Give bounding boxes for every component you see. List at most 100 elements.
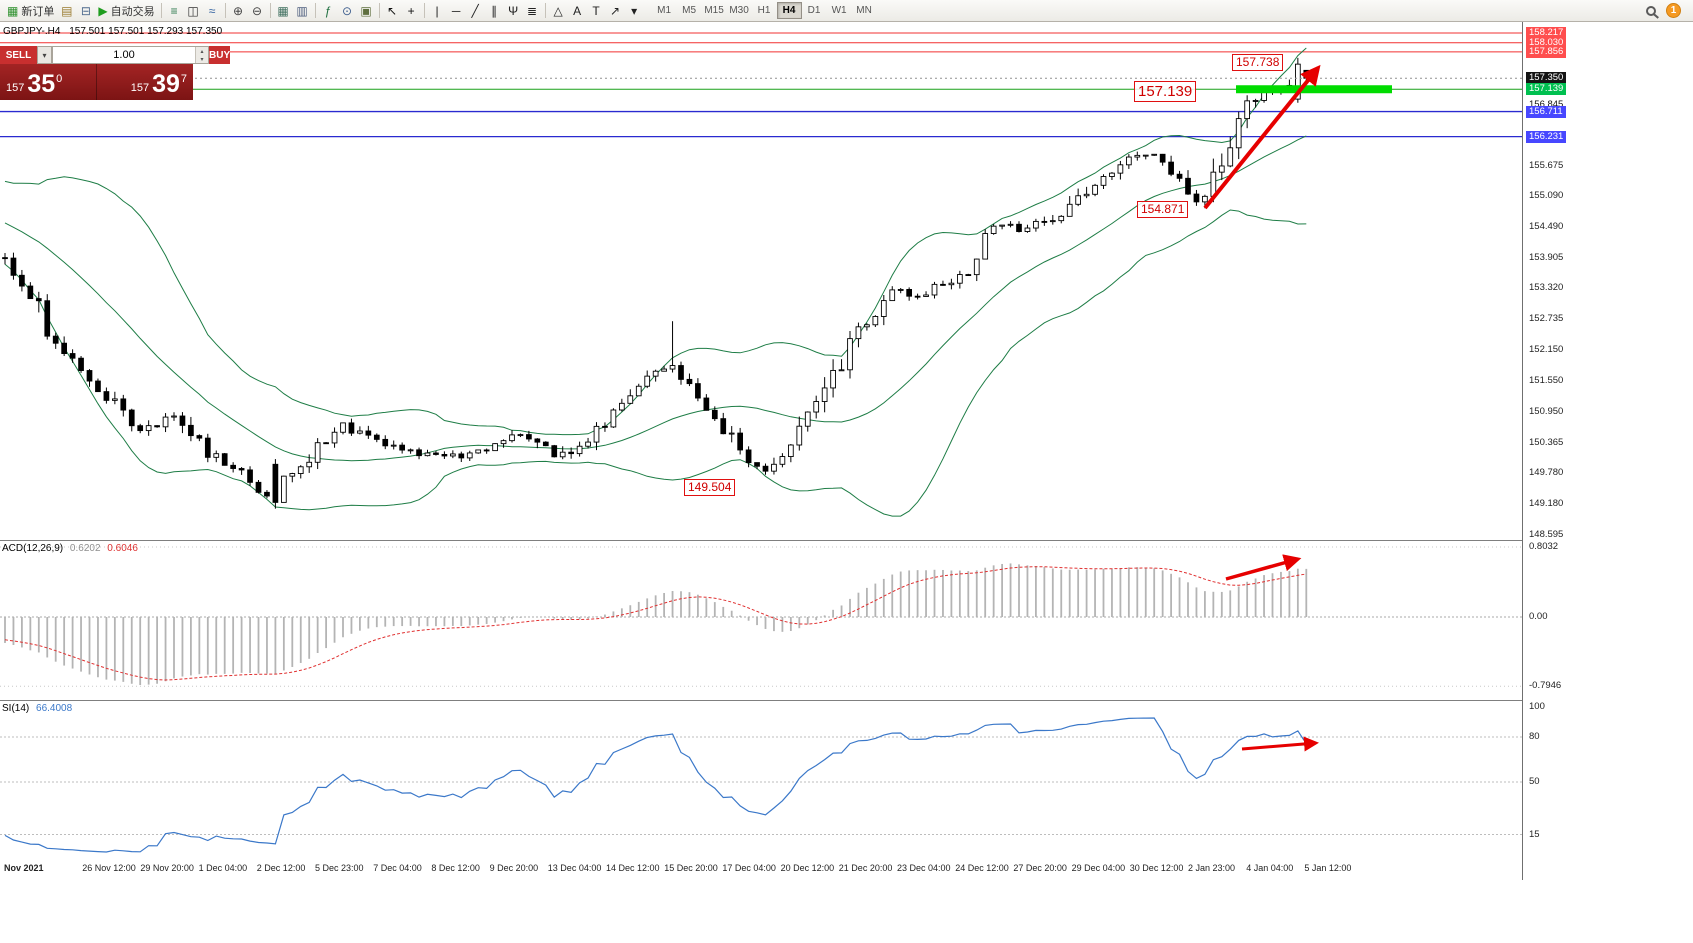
timeframe-mn[interactable]: MN: [852, 2, 877, 19]
trendline-icon-glyph: ╱: [471, 3, 479, 18]
new-order-glyph: ▦: [7, 3, 19, 18]
price-annotation[interactable]: 154.871: [1137, 201, 1189, 218]
auto-trading-button[interactable]: ▶ 自动交易: [95, 1, 157, 20]
price-annotation[interactable]: 157.139: [1134, 81, 1197, 102]
trendline-icon[interactable]: ╱: [466, 1, 485, 20]
time-label: 14 Dec 12:00: [606, 863, 660, 873]
text-icon[interactable]: A: [568, 1, 587, 20]
time-label: 29 Nov 20:00: [140, 863, 194, 873]
timeframe-d1[interactable]: D1: [802, 2, 827, 19]
objects-dropdown-icon[interactable]: ▾: [625, 1, 644, 20]
toolbar-separator: [423, 3, 425, 18]
volume-box: [52, 46, 209, 64]
timeframe-m15[interactable]: M15: [702, 2, 727, 19]
symbol-header: GBPJPY-.H4 157.501 157.501 157.293 157.3…: [3, 26, 222, 37]
price-tick: 153.320: [1529, 282, 1564, 294]
market-depth-icon[interactable]: ▤: [57, 1, 76, 20]
toolbar-separator: [269, 3, 271, 18]
rsi-axis-label: 80: [1529, 731, 1540, 742]
price-tick: 152.150: [1529, 343, 1564, 355]
buy-button[interactable]: BUY: [209, 46, 231, 64]
horizontal-line-icon[interactable]: ─: [447, 1, 466, 20]
zoom-in-icon[interactable]: ⊕: [229, 1, 248, 20]
timeframe-m30[interactable]: M30: [727, 2, 752, 19]
channel-icon[interactable]: ∥: [485, 1, 504, 20]
rsi-indicator-panel[interactable]: [0, 700, 1522, 858]
label-icon[interactable]: T: [587, 1, 606, 20]
notification-badge[interactable]: 1: [1666, 3, 1681, 18]
timeframe-h1[interactable]: H1: [752, 2, 777, 19]
macd-signal-value: 0.6046: [107, 543, 138, 554]
time-axis[interactable]: Nov 2021 26 Nov 12:00 29 Nov 20:00 1 Dec 04…: [0, 858, 1693, 880]
time-label: Nov 2021: [4, 863, 44, 873]
price-tick: 151.550: [1529, 374, 1564, 386]
arrange-windows-icon[interactable]: ▥: [293, 1, 312, 20]
templates-icon[interactable]: ▣: [357, 1, 376, 20]
crosshair-icon[interactable]: +: [402, 1, 421, 20]
buy-price[interactable]: 157 39 7: [96, 64, 193, 100]
candlestick-chart-icon[interactable]: ◫: [184, 1, 203, 20]
cursor-icon-glyph: ↖: [387, 3, 398, 18]
sell-price-sup: 0: [56, 73, 63, 85]
arrows-icon[interactable]: ↗: [606, 1, 625, 20]
tile-windows-icon[interactable]: ▦: [274, 1, 293, 20]
main-toolbar: ▦ 新订单 ▤ ⊟ ▶ 自动交易 ≡ ◫ ≈ ⊕ ⊖ ▦ ▥ ƒ ⊙ ▣ ↖ + | ─ ╱ ∥ Ψ ≣ △ A T ↗ ▾ M1 M5 M…: [0, 0, 1693, 22]
text-icon-glyph: A: [573, 3, 582, 18]
trade-panel-prices: 157 35 0 157 39 7: [0, 64, 193, 100]
rsi-value: 66.4008: [36, 703, 73, 714]
volume-dropdown-icon[interactable]: [37, 46, 52, 64]
timeframe-group: M1 M5 M15 M30 H1 H4 D1 W1 MN: [652, 2, 877, 19]
price-annotation[interactable]: 157.738: [1232, 54, 1284, 71]
price-tag-current: 157.350: [1526, 72, 1567, 85]
price-tag-red: 158.030: [1526, 36, 1567, 49]
time-label: 1 Dec 04:00: [198, 863, 248, 873]
line-chart-icon[interactable]: ≈: [203, 1, 222, 20]
time-label: 2 Jan 23:00: [1188, 863, 1236, 873]
zoom-out-icon[interactable]: ⊖: [248, 1, 267, 20]
sell-button[interactable]: SELL: [0, 46, 37, 64]
price-annotation[interactable]: 149.504: [684, 479, 736, 496]
cursor-icon[interactable]: ↖: [383, 1, 402, 20]
templates-icon-glyph: ▣: [360, 3, 372, 18]
price-chart-panel[interactable]: [0, 22, 1522, 540]
zoom-out-icon-glyph: ⊖: [252, 3, 263, 18]
history-center-icon[interactable]: ⊟: [76, 1, 95, 20]
fibonacci-icon[interactable]: ≣: [523, 1, 542, 20]
volume-increase-button[interactable]: [196, 47, 208, 55]
toolbar-separator: [378, 3, 380, 18]
candlestick-chart-icon-glyph: ◫: [187, 3, 199, 18]
macd-axis-label: 0.00: [1529, 611, 1548, 622]
timeframe-m1[interactable]: M1: [652, 2, 677, 19]
volume-decrease-button[interactable]: [196, 55, 208, 63]
price-tag-red: 158.217: [1526, 27, 1567, 39]
one-click-trading-panel: SELL BUY 157 35 0 157: [0, 46, 231, 100]
rsi-axis-label: 15: [1529, 828, 1540, 840]
panel-separator[interactable]: [0, 540, 1693, 541]
toolbar-items: ▦ 新订单 ▤ ⊟ ▶ 自动交易 ≡ ◫ ≈ ⊕ ⊖ ▦ ▥ ƒ ⊙ ▣ ↖ + | ─ ╱ ∥ Ψ ≣ △ A T ↗ ▾: [4, 1, 644, 20]
time-label: 21 Dec 20:00: [838, 863, 893, 873]
timeframe-w1[interactable]: W1: [827, 2, 852, 19]
period-clock-icon[interactable]: ⊙: [338, 1, 357, 20]
chart-window[interactable]: 158.217 158.030 157.856 157.350 157.139 156.8…: [0, 22, 1693, 880]
new-order-button[interactable]: ▦ 新订单: [4, 1, 57, 20]
timeframe-m5[interactable]: M5: [677, 2, 702, 19]
search-icon[interactable]: [1646, 5, 1656, 16]
volume-input[interactable]: [53, 47, 195, 63]
buy-price-big: 39: [152, 70, 180, 98]
macd-name: ACD(12,26,9): [2, 543, 64, 554]
line-chart-icon-glyph: ≈: [208, 3, 216, 18]
pitchfork-icon[interactable]: Ψ: [504, 1, 523, 20]
sell-price[interactable]: 157 35 0: [0, 64, 96, 100]
macd-indicator-panel[interactable]: [0, 540, 1522, 700]
vertical-line-icon[interactable]: |: [428, 1, 447, 20]
panel-separator[interactable]: [0, 700, 1693, 701]
timeframe-h4[interactable]: H4: [776, 2, 802, 19]
indicators-icon-glyph: ƒ: [324, 3, 332, 18]
price-tick: 149.180: [1529, 498, 1564, 510]
price-tick: 154.490: [1529, 221, 1564, 233]
shapes-icon[interactable]: △: [549, 1, 568, 20]
indicators-icon[interactable]: ƒ: [319, 1, 338, 20]
bar-chart-icon[interactable]: ≡: [165, 1, 184, 20]
price-axis[interactable]: 158.217 158.030 157.856 157.350 157.139 156.8…: [1522, 22, 1693, 880]
